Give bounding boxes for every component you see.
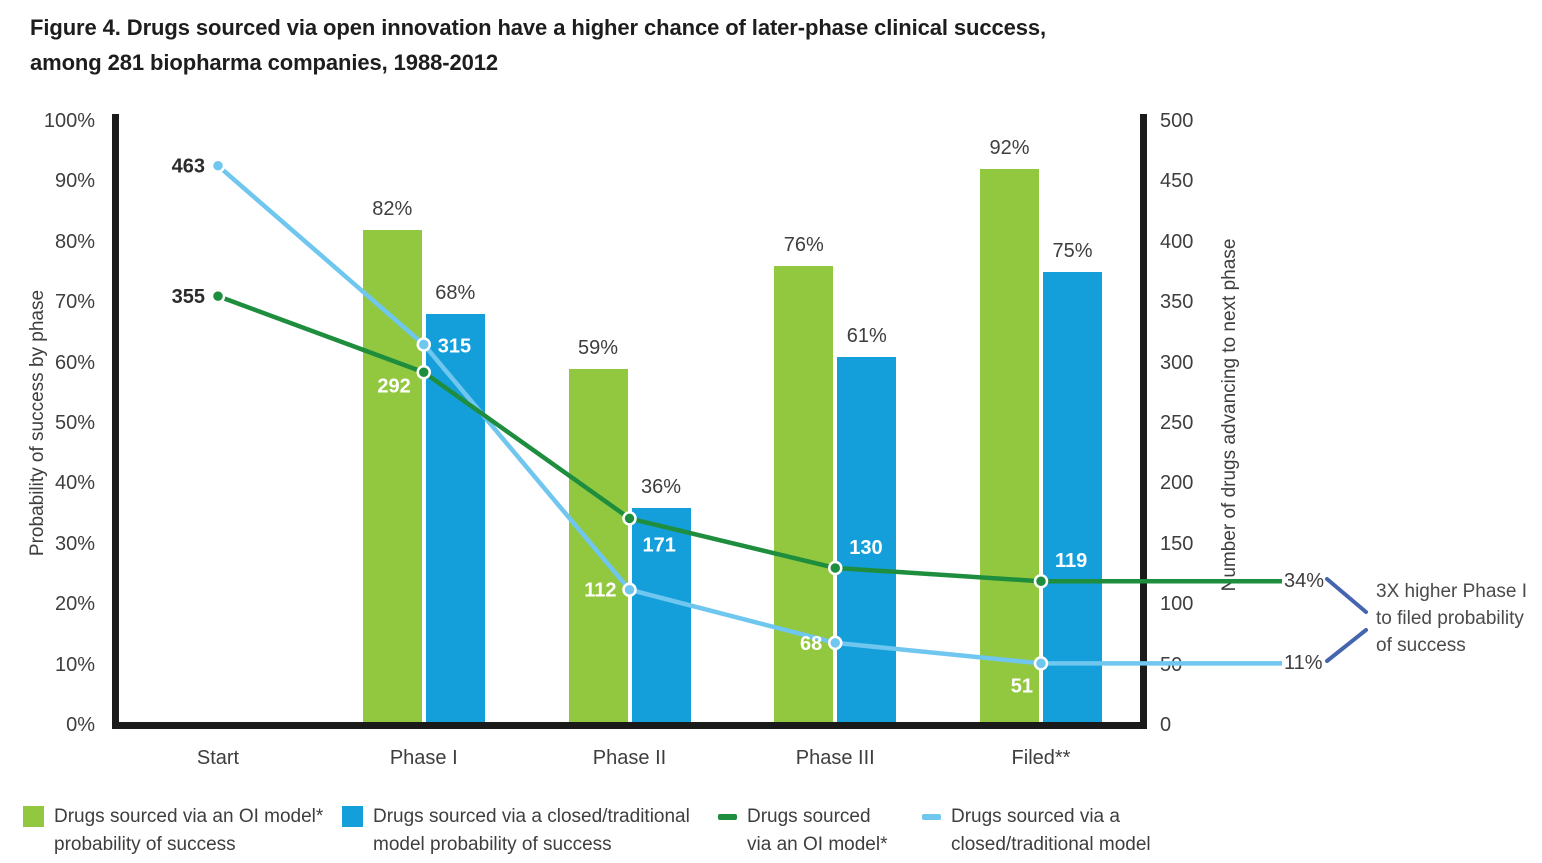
legend-oi-line-line2: via an OI model* bbox=[747, 834, 888, 855]
right-axis-tick: 400 bbox=[1160, 230, 1194, 253]
figure-title-line1: Figure 4. Drugs sourced via open innovat… bbox=[30, 15, 1047, 40]
left-axis-tick: 70% bbox=[54, 291, 95, 314]
bar-closed-phase-iii bbox=[837, 356, 897, 722]
oi-line-end-label: 34% bbox=[1284, 570, 1325, 593]
annotation-note-line3: of success bbox=[1376, 635, 1466, 656]
legend-item-closed-line: Drugs sourced via a closed/traditional m… bbox=[922, 803, 1151, 859]
right-axis-tick: 500 bbox=[1160, 110, 1194, 132]
figure-title: Figure 4. Drugs sourced via open innovat… bbox=[30, 10, 1046, 80]
right-axis-tick: 200 bbox=[1160, 472, 1194, 495]
annotation-connector-upper bbox=[1325, 577, 1368, 614]
legend-closed-line-line2: closed/traditional model bbox=[951, 834, 1151, 855]
left-axis-tick: 80% bbox=[54, 230, 95, 253]
left-axis-tick: 20% bbox=[54, 593, 95, 616]
right-axis-line bbox=[1140, 114, 1147, 729]
bar-oi-phase-i bbox=[362, 229, 422, 722]
right-axis-tick: 450 bbox=[1160, 170, 1194, 193]
bar-value-label: 76% bbox=[783, 233, 824, 256]
right-axis-tick: 150 bbox=[1160, 532, 1194, 555]
bar-value-label: 82% bbox=[372, 197, 413, 220]
right-axis-tick: 100 bbox=[1160, 593, 1194, 616]
figure-title-line2: among 281 biopharma companies, 1988-2012 bbox=[30, 50, 498, 75]
bar-oi-phase-ii bbox=[568, 368, 628, 722]
right-axis-tick: 250 bbox=[1160, 412, 1194, 434]
closed-line-swatch-icon bbox=[922, 814, 941, 820]
legend-closed-bar-line1: Drugs sourced via a closed/traditional bbox=[373, 806, 690, 827]
point-value-label: 355 bbox=[172, 286, 205, 308]
annotation-note-line2: to filed probability bbox=[1376, 608, 1524, 629]
bar-oi-filed bbox=[980, 169, 1039, 722]
left-axis-tick: 50% bbox=[54, 412, 95, 434]
annotation-connector-lower bbox=[1325, 628, 1368, 663]
bar-value-label: 75% bbox=[1052, 240, 1093, 262]
right-axis-tick: 0 bbox=[1160, 714, 1172, 736]
bar-value-label: 92% bbox=[989, 137, 1030, 160]
legend-oi-line-line1: Drugs sourced bbox=[747, 806, 871, 827]
left-axis-line bbox=[112, 114, 119, 729]
legend-item-oi-bar: Drugs sourced via an OI model* probabili… bbox=[23, 803, 323, 859]
left-axis-tick: 30% bbox=[54, 532, 95, 555]
bar-closed-phase-ii bbox=[631, 507, 691, 722]
left-axis-tick: 40% bbox=[54, 472, 95, 495]
bar-closed-phase-i bbox=[425, 314, 485, 722]
annotation-note: 3X higher Phase I to filed probability o… bbox=[1376, 578, 1527, 659]
right-axis-tick: 350 bbox=[1160, 291, 1194, 314]
left-axis-tick: 100% bbox=[43, 110, 95, 132]
left-axis-tick: 90% bbox=[54, 170, 95, 193]
x-axis-label-phase-ii: Phase II bbox=[592, 747, 667, 769]
legend-closed-bar-line2: model probability of success bbox=[373, 834, 612, 855]
legend-item-closed-bar: Drugs sourced via a closed/traditional m… bbox=[342, 803, 690, 859]
legend-oi-bar-line2: probability of success bbox=[54, 834, 236, 855]
bar-value-label: 59% bbox=[577, 336, 619, 359]
bar-closed-filed bbox=[1043, 272, 1102, 722]
bar-value-label: 68% bbox=[435, 282, 476, 305]
oi-line-swatch-icon bbox=[718, 814, 737, 820]
closed-line-end-label: 11% bbox=[1284, 652, 1323, 675]
closed-point-start bbox=[210, 158, 226, 173]
bar-value-label: 36% bbox=[640, 475, 682, 498]
bar-value-label: 61% bbox=[846, 324, 887, 347]
closed-bar-swatch-icon bbox=[342, 806, 363, 827]
left-axis-tick: 0% bbox=[66, 714, 95, 736]
legend-item-oi-line: Drugs sourced via an OI model* bbox=[718, 803, 887, 859]
left-axis-tick: 60% bbox=[54, 351, 95, 374]
right-axis-tick: 50 bbox=[1160, 653, 1183, 676]
annotation-note-line1: 3X higher Phase I bbox=[1376, 581, 1528, 602]
point-value-label: 463 bbox=[172, 156, 205, 178]
right-axis-tick: 300 bbox=[1160, 351, 1194, 374]
x-axis-label-start: Start bbox=[196, 747, 240, 769]
x-axis-line bbox=[112, 722, 1147, 729]
x-axis-label-filed: Filed** bbox=[1011, 747, 1071, 769]
x-axis-label-phase-i: Phase I bbox=[389, 747, 458, 769]
left-axis-tick: 10% bbox=[54, 653, 95, 676]
oi-point-start bbox=[210, 288, 226, 304]
oi-bar-swatch-icon bbox=[23, 806, 44, 827]
legend-oi-bar-line1: Drugs sourced via an OI model* bbox=[54, 806, 324, 827]
right-axis-title: Number of drugs advancing to next phase bbox=[1219, 238, 1240, 592]
x-axis-label-phase-iii: Phase III bbox=[795, 747, 875, 769]
bar-oi-phase-iii bbox=[774, 265, 834, 722]
legend-closed-line-line1: Drugs sourced via a bbox=[951, 806, 1120, 827]
